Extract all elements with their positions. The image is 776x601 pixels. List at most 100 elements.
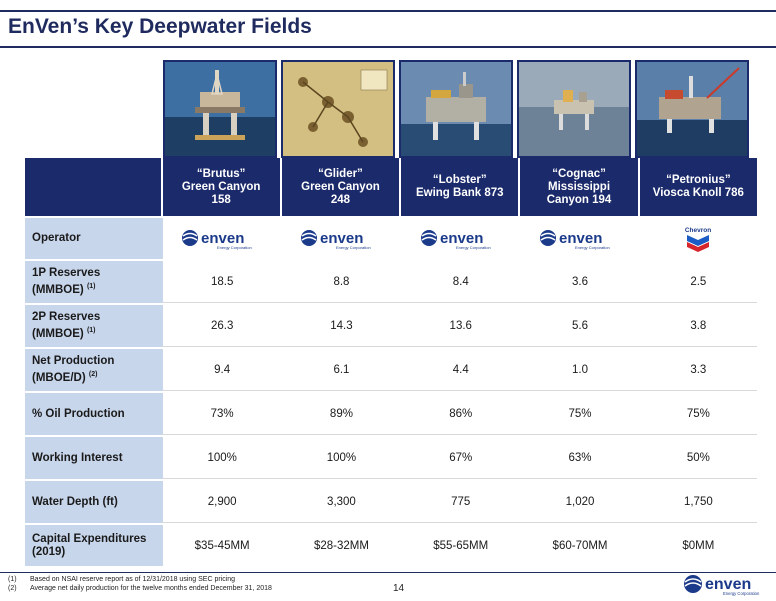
table-cell: $28-32MM [281, 523, 402, 566]
svg-text:Chevron: Chevron [685, 227, 711, 234]
row-label: 1P Reserves (MMBOE) (1) [25, 259, 163, 303]
field-block-number: 248 [330, 193, 351, 206]
row-label-line: 1P Reserves [32, 267, 101, 280]
table-cell: $60-70MM [520, 523, 640, 566]
field-photos [163, 60, 753, 158]
svg-text:enven: enven [440, 230, 483, 247]
field-block-number: 158 [211, 193, 231, 206]
footer-enven-logo: enven Energy Corporation [683, 574, 771, 596]
cognac-platform-photo [517, 60, 631, 158]
table-cell: 73% [162, 391, 282, 435]
field-block: Viosca Knoll 786 [652, 187, 744, 199]
p2-reserves-row: 2P Reserves (MMBOE) (1) 26.3 14.3 13.6 5… [25, 303, 757, 347]
enven-logo: enven Energy Corporation [162, 216, 282, 259]
capex-row: Capital Expenditures (2019) $35-45MM $28… [25, 523, 757, 566]
footnote-ref: (1) [86, 327, 96, 335]
row-label: 2P Reserves (MMBOE) (1) [25, 303, 163, 347]
svg-text:Energy Corporation: Energy Corporation [575, 245, 610, 250]
table-cell: 3.3 [639, 347, 757, 391]
table-cell: 5.6 [520, 303, 640, 347]
footnotes: (1) Based on NSAI reserve report as of 12… [8, 575, 272, 593]
field-name: “Petronius” [666, 174, 731, 186]
table-cell: 100% [281, 435, 402, 479]
row-label: % Oil Production [25, 391, 163, 435]
fields-table: “Brutus” Green Canyon 158 “Glider” Green… [25, 158, 757, 566]
footer-rule [0, 572, 776, 573]
table-cell: 100% [162, 435, 282, 479]
field-block: Mississippi [548, 180, 611, 193]
field-block: Ewing Bank 873 [415, 187, 504, 199]
row-label-unit: (MMBOE) [32, 283, 84, 296]
enven-globe-icon: enven Energy Corporation [182, 229, 252, 250]
lobster-platform-photo [399, 60, 513, 158]
p1-reserves-row: 1P Reserves (MMBOE) (1) 18.5 8.8 8.4 3.6… [25, 259, 757, 303]
table-cell: 1.0 [520, 347, 640, 391]
table-cell: 63% [520, 435, 640, 479]
table-cell: 2,900 [162, 479, 282, 523]
row-label-line: Capital Expenditures [32, 532, 147, 545]
enven-globe-icon: enven Energy Corporation [301, 229, 371, 250]
enven-logo: enven Energy Corporation [401, 216, 521, 259]
row-label: Capital Expenditures (2019) [25, 523, 163, 566]
table-cell: $55-65MM [401, 523, 521, 566]
enven-globe-icon: enven Energy Corporation [420, 229, 491, 250]
svg-text:Energy Corporation: Energy Corporation [217, 245, 252, 250]
table-cell: 1,020 [520, 479, 640, 523]
table-cell: 18.5 [162, 259, 282, 303]
row-label-line: (2019) [32, 545, 66, 558]
field-header: “Glider” Green Canyon 248 [281, 158, 402, 216]
table-cell: 8.4 [401, 259, 521, 303]
page-title: EnVen’s Key Deepwater Fields [8, 15, 312, 38]
footnote: (1) Based on NSAI reserve report as of 12… [8, 575, 272, 584]
operator-row: Operator enven Energy Corporation enven [25, 216, 757, 259]
row-label-line: Net Production [32, 355, 115, 368]
table-cell: 13.6 [401, 303, 521, 347]
footnote: (2) Average net daily production for the … [8, 584, 272, 593]
footnote-number: (1) [8, 576, 17, 583]
field-header: “Lobster” Ewing Bank 873 [401, 158, 521, 216]
table-cell: 775 [401, 479, 521, 523]
enven-logo: enven Energy Corporation [281, 216, 402, 259]
title-rule-bottom [0, 46, 776, 48]
field-header: “Brutus” Green Canyon 158 [162, 158, 282, 216]
table-cell: 14.3 [281, 303, 402, 347]
row-label-line: (MMBOE) (1) [32, 324, 163, 341]
table-cell: 9.4 [162, 347, 282, 391]
field-header: “Cognac” Mississippi Canyon 194 [520, 158, 640, 216]
row-label: Water Depth (ft) [25, 479, 163, 523]
petronius-platform-photo [635, 60, 749, 158]
field-block-number: Canyon 194 [546, 193, 612, 206]
working-interest-row: Working Interest 100% 100% 67% 63% 50% [25, 435, 757, 479]
table-cell: $0MM [639, 523, 757, 566]
field-name: “Brutus” [196, 167, 246, 180]
table-cell: 75% [520, 391, 640, 435]
svg-text:Energy Corporation: Energy Corporation [456, 245, 491, 250]
row-label: Net Production (MBOE/D) (2) [25, 347, 163, 391]
row-label-unit: (MBOE/D) [32, 371, 86, 384]
svg-text:enven: enven [705, 576, 751, 593]
footnote-text: Average net daily production for the twe… [30, 585, 272, 592]
glider-field-map-photo [281, 60, 395, 158]
enven-globe-icon: enven Energy Corporation [540, 229, 610, 250]
svg-text:enven: enven [320, 230, 363, 247]
table-header-row: “Brutus” Green Canyon 158 “Glider” Green… [25, 158, 757, 216]
row-label-unit: (MMBOE) [32, 327, 84, 340]
page-number: 14 [393, 583, 405, 594]
table-cell: $35-45MM [162, 523, 282, 566]
table-cell: 2.5 [639, 259, 757, 303]
footnote-ref: (2) [88, 371, 98, 379]
field-header: “Petronius” Viosca Knoll 786 [639, 158, 757, 216]
oil-production-row: % Oil Production 73% 89% 86% 75% 75% [25, 391, 757, 435]
table-cell: 26.3 [162, 303, 282, 347]
chevron-logo-icon: Chevron [685, 227, 712, 252]
table-cell: 86% [401, 391, 521, 435]
water-depth-row: Water Depth (ft) 2,900 3,300 775 1,020 1… [25, 479, 757, 523]
brutus-platform-photo [163, 60, 277, 158]
field-name: “Glider” [318, 167, 363, 180]
chevron-logo: Chevron [639, 216, 757, 259]
svg-text:Energy Corporation: Energy Corporation [723, 591, 760, 596]
enven-globe-icon: enven Energy Corporation [684, 575, 760, 596]
title-bar: EnVen’s Key Deepwater Fields [0, 0, 776, 50]
net-production-row: Net Production (MBOE/D) (2) 9.4 6.1 4.4 … [25, 347, 757, 391]
table-cell: 4.4 [401, 347, 521, 391]
